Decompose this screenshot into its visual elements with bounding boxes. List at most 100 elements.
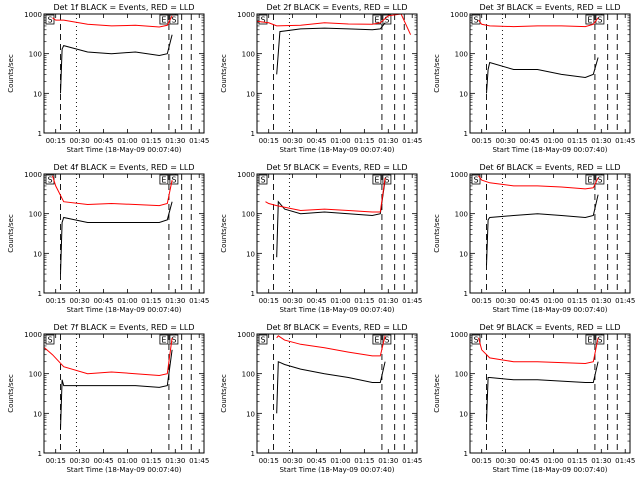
- y-tick-label: 10: [33, 410, 42, 418]
- chart-panel: Det 8f BLACK = Events, RED = LLD Counts/s…: [220, 323, 422, 474]
- x-tick-label: 00:15: [472, 457, 492, 465]
- chart-panel: Det 2f BLACK = Events, RED = LLD Counts/s…: [220, 3, 422, 154]
- chart-title: Det 4f BLACK = Events, RED = LLD: [53, 163, 194, 172]
- y-axis-label: Counts/sec: [7, 374, 15, 413]
- event-marker-box: [585, 174, 595, 185]
- x-tick-label: 01:30: [378, 297, 398, 305]
- y-tick-label: 100: [455, 371, 468, 379]
- x-tick-label: 01:30: [165, 137, 185, 145]
- y-tick-label: 1000: [24, 171, 42, 179]
- event-marker-box: [382, 14, 392, 25]
- chart-title: Det 7f BLACK = Events, RED = LLD: [53, 323, 194, 332]
- y-tick-label: 100: [29, 371, 42, 379]
- x-tick-label: 00:15: [46, 137, 66, 145]
- data-series-line: [60, 34, 173, 94]
- event-marker-label: S: [384, 176, 389, 185]
- event-marker-label: S: [47, 336, 52, 345]
- event-marker-label: S: [597, 336, 602, 345]
- x-tick-label: 01:45: [615, 137, 635, 145]
- data-series-line: [276, 180, 386, 258]
- y-tick-label: 100: [29, 51, 42, 59]
- x-tick-label: 01:45: [189, 457, 209, 465]
- y-tick-label: 10: [246, 90, 255, 98]
- x-axis-label: Start Time (18-May-09 00:07:40): [66, 306, 181, 314]
- x-axis-label: Start Time (18-May-09 00:07:40): [279, 146, 394, 154]
- chart-title: Det 3f BLACK = Events, RED = LLD: [479, 3, 620, 12]
- event-marker-box: [382, 174, 392, 185]
- event-marker-box: [159, 14, 169, 25]
- x-tick-label: 01:30: [165, 297, 185, 305]
- event-marker-label: E: [587, 336, 592, 345]
- chart-title: Det 5f BLACK = Events, RED = LLD: [266, 163, 407, 172]
- y-tick-label: 1: [38, 290, 42, 298]
- x-axis-label: Start Time (18-May-09 00:07:40): [492, 306, 607, 314]
- x-tick-label: 01:00: [543, 457, 563, 465]
- y-tick-label: 1000: [237, 331, 255, 339]
- x-tick-label: 01:45: [402, 137, 422, 145]
- x-tick-label: 00:30: [283, 137, 303, 145]
- x-tick-label: 01:00: [330, 297, 350, 305]
- x-tick-label: 01:45: [615, 297, 635, 305]
- y-tick-label: 10: [246, 250, 255, 258]
- event-marker-box: [169, 174, 179, 185]
- x-tick-label: 01:15: [141, 137, 161, 145]
- chart-title: Det 9f BLACK = Events, RED = LLD: [479, 323, 620, 332]
- y-tick-label: 10: [246, 410, 255, 418]
- chart-panel: Det 7f BLACK = Events, RED = LLD Counts/s…: [7, 323, 209, 474]
- x-tick-label: 00:15: [472, 137, 492, 145]
- event-marker-box: [471, 174, 481, 185]
- event-marker-label: E: [587, 176, 592, 185]
- x-tick-label: 01:15: [354, 457, 374, 465]
- event-marker-label: S: [597, 176, 602, 185]
- y-axis-label: Counts/sec: [220, 54, 228, 93]
- x-tick-label: 01:30: [378, 457, 398, 465]
- event-marker-box: [169, 334, 179, 345]
- x-axis-label: Start Time (18-May-09 00:07:40): [492, 146, 607, 154]
- chart-title: Det 8f BLACK = Events, RED = LLD: [266, 323, 407, 332]
- x-tick-label: 01:30: [591, 137, 611, 145]
- x-tick-label: 00:30: [496, 137, 516, 145]
- data-series-line: [257, 13, 412, 35]
- y-tick-label: 1: [251, 290, 255, 298]
- event-marker-label: S: [597, 16, 602, 25]
- y-axis-label: Counts/sec: [433, 54, 441, 93]
- event-marker-label: S: [260, 16, 265, 25]
- x-tick-label: 00:30: [496, 457, 516, 465]
- event-marker-label: S: [171, 336, 176, 345]
- x-tick-label: 01:45: [189, 297, 209, 305]
- data-series-line: [60, 349, 173, 430]
- chart-panel: Det 3f BLACK = Events, RED = LLD Counts/s…: [433, 3, 635, 154]
- x-tick-label: 00:45: [306, 457, 326, 465]
- data-series-line: [52, 15, 173, 28]
- x-axis-label: Start Time (18-May-09 00:07:40): [66, 146, 181, 154]
- data-series-line: [52, 175, 173, 207]
- chart-title: Det 2f BLACK = Events, RED = LLD: [266, 3, 407, 12]
- data-series-line: [60, 201, 173, 275]
- plot-frame: [256, 333, 418, 454]
- plot-frame: [469, 13, 631, 134]
- x-tick-label: 00:15: [472, 297, 492, 305]
- x-tick-label: 01:15: [354, 297, 374, 305]
- x-tick-label: 01:15: [567, 297, 587, 305]
- event-marker-box: [258, 174, 268, 185]
- x-tick-label: 01:45: [615, 457, 635, 465]
- data-series-line: [44, 337, 173, 377]
- event-marker-box: [159, 334, 169, 345]
- event-marker-box: [595, 174, 605, 185]
- data-series-line: [276, 335, 386, 357]
- y-tick-label: 100: [455, 211, 468, 219]
- x-axis-label: Start Time (18-May-09 00:07:40): [66, 466, 181, 474]
- x-tick-label: 00:45: [306, 297, 326, 305]
- chart-title: Det 1f BLACK = Events, RED = LLD: [53, 3, 194, 12]
- data-series-line: [276, 360, 386, 414]
- event-marker-label: S: [384, 16, 389, 25]
- x-tick-label: 00:45: [519, 137, 539, 145]
- data-series-line: [265, 177, 386, 213]
- y-tick-label: 1000: [24, 331, 42, 339]
- x-tick-label: 01:45: [402, 457, 422, 465]
- y-axis-label: Counts/sec: [7, 54, 15, 93]
- plot-frame: [43, 333, 205, 454]
- event-marker-label: S: [47, 16, 52, 25]
- x-tick-label: 00:45: [93, 457, 113, 465]
